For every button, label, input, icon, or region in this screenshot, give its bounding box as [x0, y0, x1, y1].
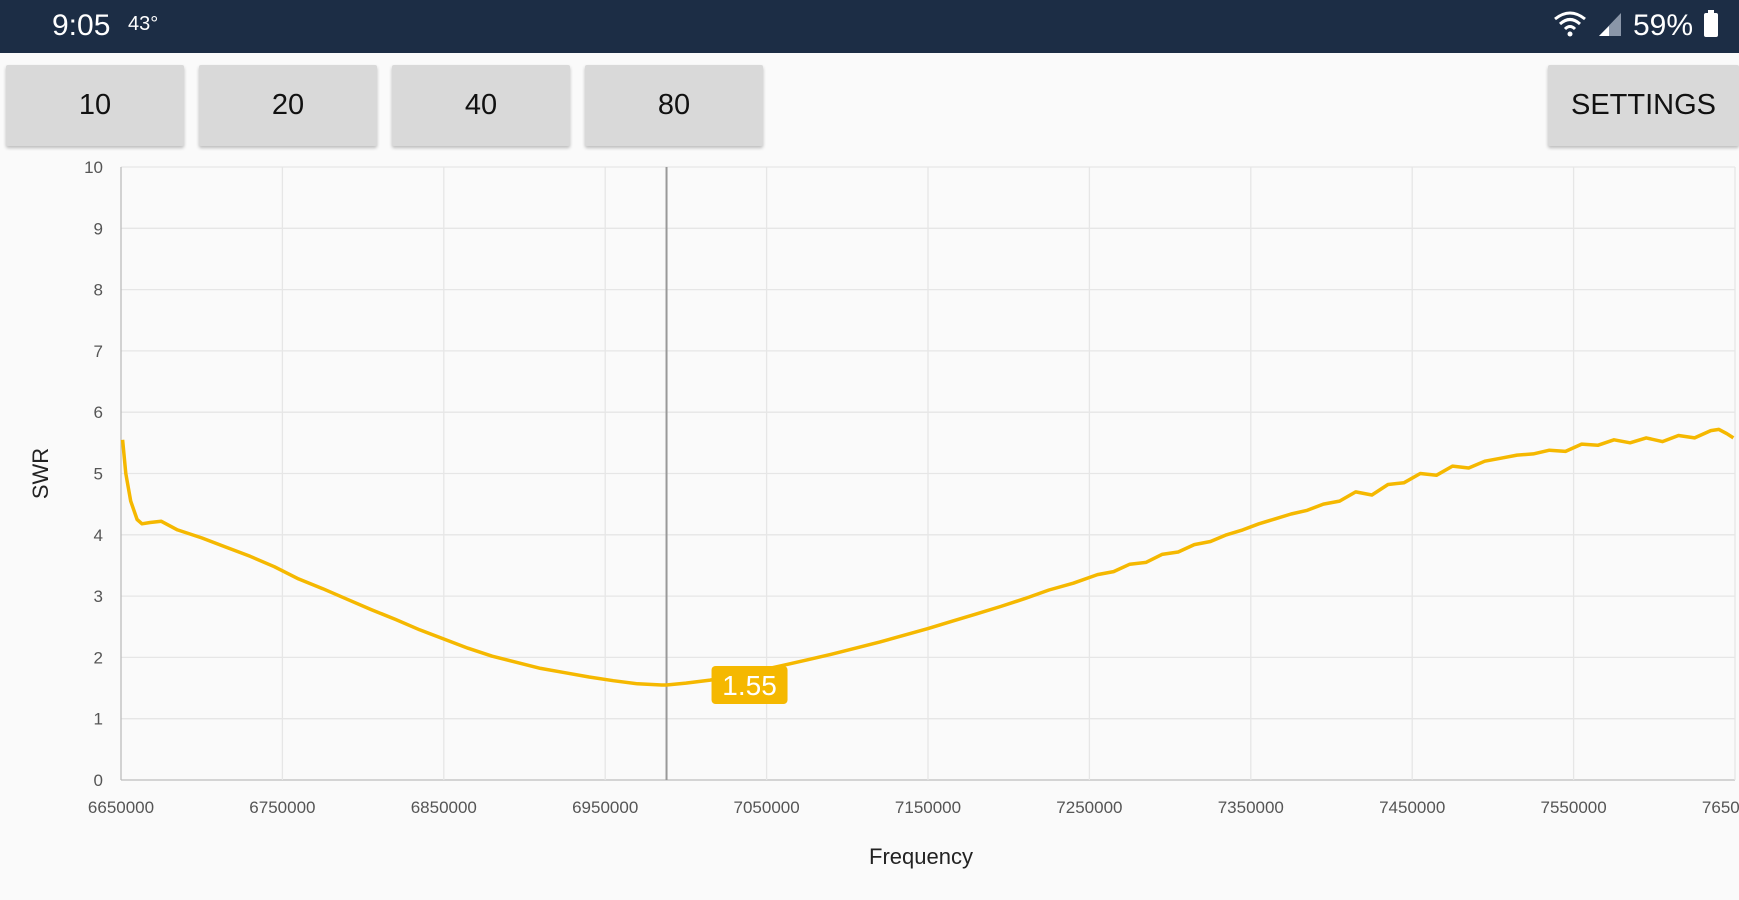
cursor-value-box: [711, 665, 788, 704]
x-tick-label: 7450000: [1379, 798, 1445, 817]
x-tick-label: 6650000: [88, 798, 154, 817]
x-tick-label: 7550000: [1541, 798, 1607, 817]
y-tick-label: 8: [94, 281, 103, 300]
status-temperature: 43°: [128, 13, 159, 35]
swr-chart[interactable]: 0 1 2 3 4 5 6 7 8 9 10 6650000 6750000 6850000 6950000…: [0, 150, 1739, 900]
x-tick-label: 6750000: [249, 798, 315, 817]
x-axis-title: Frequency: [869, 844, 973, 869]
band-button-10[interactable]: 10: [6, 65, 184, 146]
y-tick-label: 7: [94, 342, 103, 361]
x-tick-label: 7150000: [895, 798, 961, 817]
band-button-80[interactable]: 80: [585, 65, 763, 146]
wifi-icon: [1553, 9, 1587, 44]
y-tick-label: 4: [94, 526, 103, 545]
cursor-value-label: 1.55: [722, 670, 777, 701]
y-tick-label: 9: [94, 219, 103, 238]
x-tick-label: 6850000: [411, 798, 477, 817]
band-button-40[interactable]: 40: [392, 65, 570, 146]
y-tick-label: 5: [94, 465, 103, 484]
signal-icon: [1597, 10, 1623, 43]
x-tick-label: 6950000: [572, 798, 638, 817]
settings-button[interactable]: SETTINGS: [1548, 65, 1739, 146]
x-tick-label: 7050000: [734, 798, 800, 817]
battery-icon: [1703, 9, 1719, 43]
status-right-group: 59%: [1553, 9, 1719, 43]
status-time: 9:05: [52, 9, 111, 42]
y-axis-title: SWR: [28, 448, 53, 499]
status-bar: 9:05 43° 59%: [0, 0, 1739, 53]
y-tick-label: 3: [94, 587, 103, 606]
y-tick-label: 10: [84, 158, 103, 177]
y-tick-label: 6: [94, 403, 103, 422]
x-tick-label: 7350000: [1218, 798, 1284, 817]
x-tick-label: 7250000: [1056, 798, 1122, 817]
swr-series-line: [120, 427, 1735, 687]
y-tick-label: 2: [94, 648, 103, 667]
y-tick-label: 1: [94, 710, 103, 729]
y-tick-label: 0: [94, 771, 103, 790]
cursor-value-marker: 1.55: [711, 665, 788, 704]
battery-percentage: 59%: [1632, 9, 1693, 42]
x-tick-label: 7650000: [1702, 798, 1739, 817]
band-button-20[interactable]: 20: [199, 65, 377, 146]
